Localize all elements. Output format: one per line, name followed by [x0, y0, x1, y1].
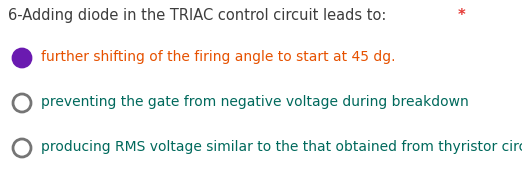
- Circle shape: [13, 139, 31, 157]
- Text: further shifting of the firing angle to start at 45 dg.: further shifting of the firing angle to …: [41, 50, 396, 64]
- Circle shape: [17, 53, 27, 63]
- Text: *: *: [458, 8, 466, 23]
- Text: 6-Adding diode in the TRIAC control circuit leads to:: 6-Adding diode in the TRIAC control circ…: [8, 8, 386, 23]
- Circle shape: [13, 49, 31, 67]
- Circle shape: [13, 94, 31, 112]
- Text: preventing the gate from negative voltage during breakdown: preventing the gate from negative voltag…: [41, 95, 469, 109]
- Text: producing RMS voltage similar to the that obtained from thyristor circuit: producing RMS voltage similar to the tha…: [41, 140, 522, 154]
